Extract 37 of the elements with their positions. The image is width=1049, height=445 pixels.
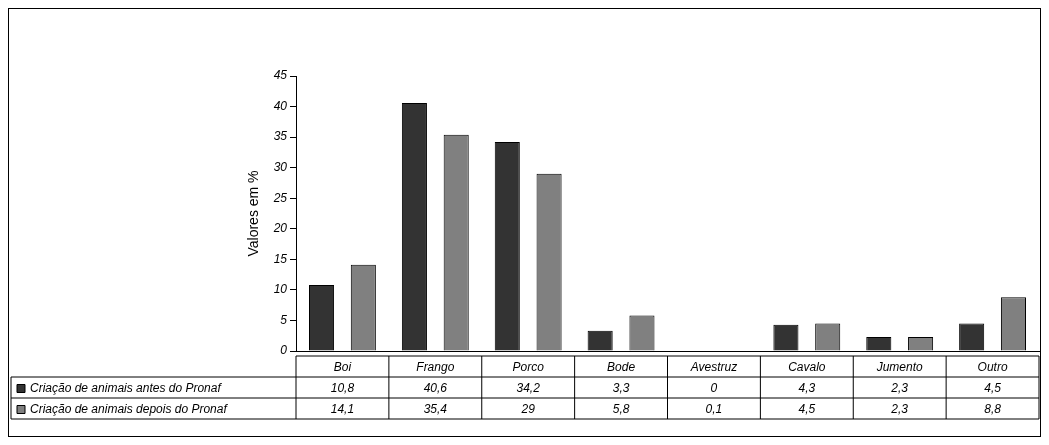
y-tick-label: 45 xyxy=(273,68,288,83)
y-tick-label: 20 xyxy=(272,221,288,236)
data-label: 10,8 xyxy=(330,380,355,395)
x-tick-label: Frango xyxy=(416,359,455,374)
x-tick-label: Avestruz xyxy=(689,359,738,374)
y-tick-label: 10 xyxy=(273,282,288,297)
y-tick-label: 40 xyxy=(273,98,288,113)
legend-label: Criação de animais antes do Pronaf xyxy=(30,380,223,395)
x-tick-label: Cavalo xyxy=(788,359,826,374)
x-tick-label: Bode xyxy=(607,359,636,374)
data-label: 40,6 xyxy=(423,380,448,395)
data-label: 2,3 xyxy=(890,401,909,416)
data-label: 14,1 xyxy=(330,401,355,416)
x-tick-label: Outro xyxy=(977,359,1008,374)
data-label: 4,5 xyxy=(798,401,816,416)
y-tick-label: 0 xyxy=(280,343,288,358)
data-label: 3,3 xyxy=(612,380,630,395)
y-tick-label: 15 xyxy=(273,251,288,266)
y-tick-label: 5 xyxy=(280,312,288,327)
data-label: 0,1 xyxy=(705,401,723,416)
data-label: 35,4 xyxy=(423,401,448,416)
y-tick-label: 30 xyxy=(273,160,288,175)
data-label: 8,8 xyxy=(984,401,1002,416)
data-label: 2,3 xyxy=(890,380,909,395)
data-label: 4,3 xyxy=(798,380,816,395)
y-tick-label: 25 xyxy=(272,190,288,205)
data-label: 29 xyxy=(520,401,536,416)
legend-label: Criação de animais depois do Pronaf xyxy=(30,401,229,416)
data-label: 5,8 xyxy=(612,401,630,416)
y-tick-label: 35 xyxy=(273,129,288,144)
data-label: 4,5 xyxy=(984,380,1002,395)
data-label: 0 xyxy=(710,380,718,395)
x-tick-label: Jumento xyxy=(875,359,924,374)
data-label: 34,2 xyxy=(516,380,541,395)
x-tick-label: Porco xyxy=(512,359,545,374)
x-tick-label: Boi xyxy=(333,359,352,374)
y-axis-title: Valores em % xyxy=(244,170,261,257)
